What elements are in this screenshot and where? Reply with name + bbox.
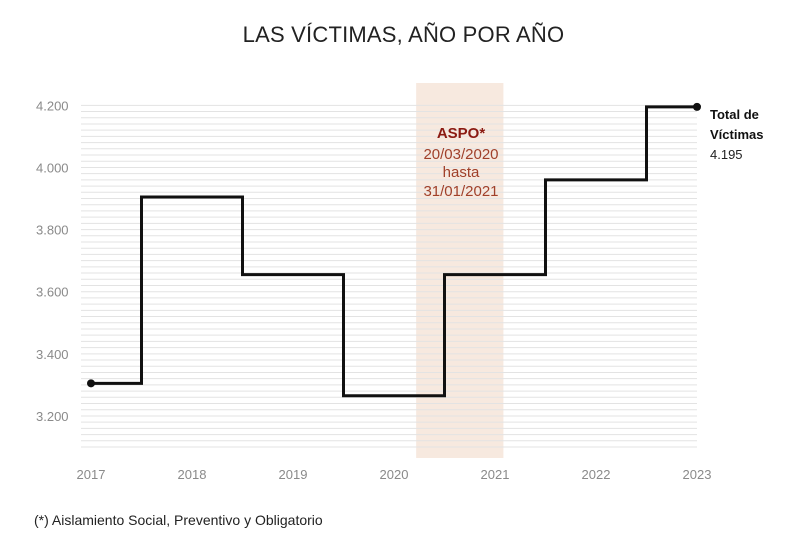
highlight-hasta: hasta: [443, 164, 480, 181]
x-tick-label: 2018: [178, 467, 207, 482]
y-tick-label: 3.800: [36, 223, 69, 238]
end-label-value: 4.195: [710, 147, 743, 162]
y-tick-layer: 3.200 3.400 3.600 3.800 4.000 4.200: [36, 98, 69, 424]
highlight-start-date: 20/03/2020: [423, 146, 498, 163]
y-tick-label: 4.000: [36, 160, 69, 175]
x-tick-label: 2017: [77, 467, 106, 482]
chart-title: LAS VÍCTIMAS, AÑO POR AÑO: [242, 22, 565, 47]
y-tick-label: 3.600: [36, 285, 69, 300]
y-tick-label: 4.200: [36, 98, 69, 113]
victims-step-line: [91, 105, 697, 398]
footnote: (*) Aislamiento Social, Preventivo y Obl…: [34, 512, 323, 528]
x-tick-label: 2021: [481, 467, 510, 482]
highlight-end-date: 31/01/2021: [423, 183, 498, 200]
end-point: [693, 102, 701, 111]
start-point: [87, 379, 95, 388]
series-layer: [87, 102, 701, 398]
y-tick-label: 3.400: [36, 347, 69, 362]
end-label-line2: Víctimas: [710, 127, 763, 142]
end-label-layer: Total de Víctimas 4.195: [710, 107, 763, 162]
x-tick-label: 2023: [683, 467, 712, 482]
x-tick-label: 2019: [279, 467, 308, 482]
grid-layer: [81, 104, 697, 448]
annotation-layer: ASPO* 20/03/2020 hasta 31/01/2021: [423, 125, 498, 200]
highlight-title: ASPO*: [437, 125, 486, 142]
x-tick-label: 2020: [380, 467, 409, 482]
x-tick-label: 2022: [582, 467, 611, 482]
y-tick-label: 3.200: [36, 409, 69, 424]
end-label-line1: Total de: [710, 107, 759, 122]
x-tick-layer: 2017 2018 2019 2020 2021 2022 2023: [77, 467, 712, 482]
